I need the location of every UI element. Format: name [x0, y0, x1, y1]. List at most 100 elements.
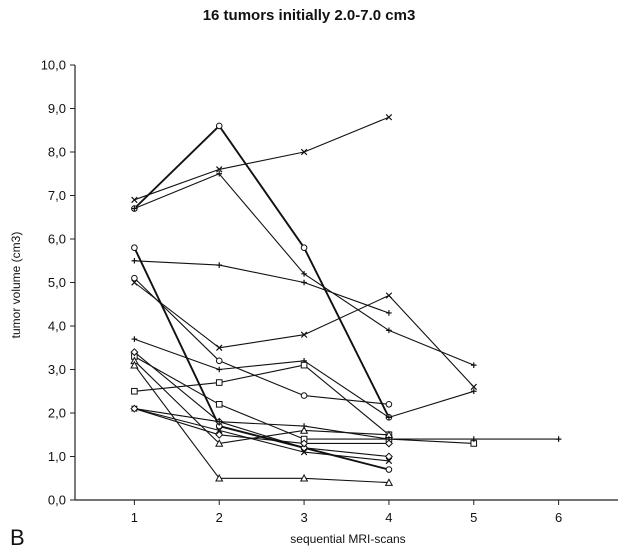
data-point-circle: [215, 357, 223, 365]
y-tick-label: 2,0: [48, 406, 66, 421]
x-tick-label: 2: [216, 510, 223, 525]
series-16: [130, 404, 393, 448]
y-tick-label: 1,0: [48, 449, 66, 464]
y-tick-label: 9,0: [48, 101, 66, 116]
data-point-plus: [301, 279, 307, 286]
data-point-x: [385, 292, 393, 299]
series-9: [131, 361, 393, 439]
x-tick-label: 5: [470, 510, 477, 525]
series-line: [134, 408, 389, 444]
y-axis-ticks: 0,0 1,0 2,0 3,0 4,0 5,0 6,0 7,0 8,0 9,0 10,0: [41, 58, 75, 508]
data-point-plus: [301, 271, 307, 277]
series-15: [131, 405, 393, 465]
series-line: [134, 408, 389, 462]
data-point-triangle: [384, 478, 394, 486]
data-point-plus: [216, 418, 223, 425]
data-point-plus: [470, 388, 477, 395]
data-point-x: [385, 457, 393, 465]
chart-title: 16 tumors initially 2.0-7.0 cm3: [203, 7, 416, 24]
data-point-x: [216, 344, 223, 351]
x-axis-title: sequential MRI-scans: [290, 532, 405, 546]
data-point-diamond: [130, 404, 139, 413]
data-point-square: [215, 401, 223, 408]
data-point-plus: [131, 336, 138, 342]
data-point-plus: [470, 362, 477, 368]
y-tick-label: 8,0: [48, 145, 66, 160]
series-1: [131, 113, 393, 204]
data-point-plus: [216, 366, 223, 373]
data-point-x: [385, 113, 393, 121]
data-point-triangle: [299, 426, 309, 434]
data-point-circle: [131, 274, 138, 282]
series-3: [131, 170, 477, 368]
series-4: [131, 257, 392, 316]
series-line: [134, 173, 475, 366]
data-point-square: [300, 361, 308, 369]
data-point-circle: [215, 122, 223, 130]
data-point-x: [131, 279, 138, 286]
data-point-plus: [301, 423, 307, 429]
data-point-x: [300, 148, 308, 156]
series-12: [130, 356, 394, 447]
data-point-diamond: [300, 443, 309, 452]
y-tick-label: 4,0: [48, 319, 66, 334]
data-point-x: [131, 196, 138, 204]
series-line: [134, 338, 474, 418]
data-point-circle: [385, 466, 393, 473]
data-point-x: [300, 448, 308, 456]
data-point-plus: [131, 257, 138, 264]
series-2: [131, 122, 393, 421]
data-point-plus: [131, 205, 138, 212]
series-7: [131, 279, 477, 391]
y-tick-label: 6,0: [48, 232, 66, 247]
y-tick-label: 0,0: [48, 493, 66, 508]
series-line: [134, 260, 390, 314]
data-point-triangle: [215, 439, 224, 447]
series-5: [131, 244, 393, 473]
data-point-diamond: [300, 439, 309, 448]
series-line: [133, 247, 390, 471]
data-point-diamond: [215, 430, 224, 439]
data-point-square: [131, 387, 138, 395]
panel-label: B: [10, 525, 25, 549]
data-point-circle: [385, 401, 393, 408]
x-tick-label: 1: [131, 510, 138, 525]
data-point-plus: [216, 262, 223, 268]
data-point-triangle: [215, 473, 224, 482]
data-point-circle: [300, 244, 308, 251]
data-point-plus: [555, 436, 562, 442]
y-tick-label: 10,0: [41, 58, 66, 73]
data-point-circle: [131, 244, 138, 251]
x-axis-ticks: 1 2 3 4 5 6: [131, 500, 562, 525]
series-line: [134, 408, 559, 440]
data-series: [130, 113, 562, 486]
data-point-plus: [216, 170, 223, 177]
data-point-x: [300, 331, 308, 338]
data-point-diamond: [130, 348, 139, 357]
x-tick-label: 4: [385, 510, 392, 525]
y-tick-label: 5,0: [48, 275, 66, 290]
y-tick-label: 7,0: [48, 188, 66, 203]
data-point-x: [470, 383, 477, 391]
y-axis-title: tumor volume (cm3): [9, 232, 23, 339]
data-point-plus: [386, 414, 392, 421]
data-point-plus: [386, 310, 392, 316]
series-line: [134, 116, 390, 201]
data-point-triangle: [299, 473, 309, 482]
x-tick-label: 3: [300, 510, 307, 525]
data-point-square: [215, 379, 223, 386]
series-8: [131, 336, 477, 421]
series-line: [133, 124, 390, 418]
data-point-plus: [386, 327, 392, 334]
y-tick-label: 3,0: [48, 362, 66, 377]
data-point-x: [216, 427, 223, 434]
series-line: [134, 360, 389, 444]
data-point-diamond: [384, 439, 393, 448]
data-point-triangle: [130, 360, 139, 369]
x-tick-label: 6: [555, 510, 562, 525]
data-point-plus: [470, 436, 477, 442]
series-14: [131, 405, 562, 442]
data-point-diamond: [384, 452, 393, 461]
series-line: [134, 351, 389, 458]
